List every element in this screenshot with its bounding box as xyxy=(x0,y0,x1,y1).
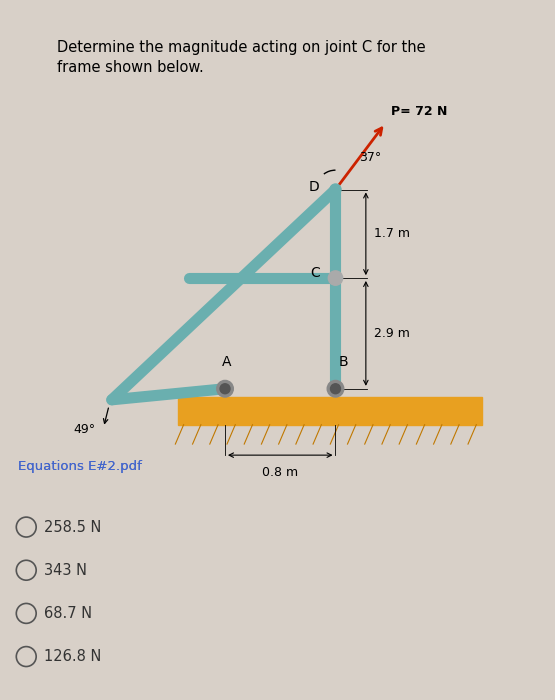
Text: Equations E#2.pdf: Equations E#2.pdf xyxy=(18,460,142,473)
Text: 37°: 37° xyxy=(359,150,381,164)
Text: P= 72 N: P= 72 N xyxy=(391,105,447,118)
Text: Determine the magnitude acting on joint C for the
frame shown below.: Determine the magnitude acting on joint … xyxy=(57,40,425,75)
Text: 1.7 m: 1.7 m xyxy=(374,228,410,240)
Text: 49°: 49° xyxy=(73,423,95,436)
Bar xyxy=(178,397,482,425)
Text: 258.5 N: 258.5 N xyxy=(44,519,102,535)
Circle shape xyxy=(327,380,344,397)
Text: C: C xyxy=(310,265,320,279)
Circle shape xyxy=(330,184,341,195)
Text: 0.8 m: 0.8 m xyxy=(262,466,299,480)
Text: 2.9 m: 2.9 m xyxy=(374,327,410,340)
Text: Equations E#2.pdf: Equations E#2.pdf xyxy=(18,460,142,473)
Text: 126.8 N: 126.8 N xyxy=(44,649,102,664)
Text: B: B xyxy=(338,356,348,370)
Text: 343 N: 343 N xyxy=(44,563,88,578)
Circle shape xyxy=(220,384,230,393)
Circle shape xyxy=(331,384,340,393)
Text: A: A xyxy=(223,356,232,370)
Circle shape xyxy=(217,380,233,397)
Circle shape xyxy=(329,271,342,286)
Text: D: D xyxy=(308,180,319,194)
Text: 68.7 N: 68.7 N xyxy=(44,606,93,621)
